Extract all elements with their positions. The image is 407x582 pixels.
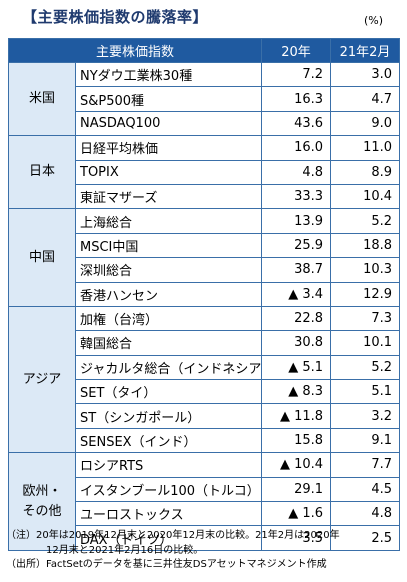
value-20y: ▲ 11.8 (261, 403, 332, 429)
value-20y: 16.0 (261, 135, 332, 161)
index-name: NASDAQ100 (74, 110, 263, 137)
value-21feb: 5.2 (330, 208, 401, 234)
table-row: 米国 NYダウ工業株30種 7.2 3.0 (8, 61, 401, 137)
index-name: ロシアRTS (74, 452, 263, 478)
index-name: ユーロストックス (74, 501, 263, 527)
table-row: イスタンブール100（トルコ） 29.1 4.5 (9, 476, 401, 503)
table-row: ST（シンガポール） ▲ 11.8 3.2 (9, 403, 401, 429)
unit-label: (%) (364, 14, 384, 27)
value-21feb: 4.7 (330, 86, 401, 112)
value-20y: 15.8 (261, 427, 332, 454)
table-row: 香港ハンセン ▲ 3.4 12.9 (9, 281, 401, 307)
index-name: SET（タイ） (74, 379, 263, 405)
table-row: DAX（ドイツ） 3.5 2.5 (9, 525, 401, 551)
index-name: NYダウ工業株30種 (74, 61, 263, 88)
table-row: TOPIX 4.8 8.9 (9, 159, 401, 185)
value-21feb: 12.9 (330, 281, 401, 307)
header-row: 主要株価指数 20年 21年2月 (7, 38, 401, 63)
value-21feb: 9.0 (330, 110, 401, 137)
table-title: 【主要株価指数の騰落率】 (22, 8, 209, 26)
value-21feb: 11.0 (330, 135, 401, 161)
value-20y: 22.8 (261, 305, 332, 332)
index-name: 上海総合 (74, 208, 263, 234)
table-row: 東証マザーズ 33.3 10.4 (9, 183, 401, 210)
value-20y: ▲ 5.1 (261, 354, 332, 381)
index-name: ジャカルタ総合（インドネシア） (74, 354, 263, 381)
index-name: SENSEX（インド） (74, 427, 263, 454)
region-label: 欧州・その他 (8, 452, 76, 551)
table-row: 日本 日経平均株価 16.0 11.0 (8, 135, 401, 210)
value-20y: 29.1 (261, 476, 332, 503)
value-20y: 3.5 (261, 525, 332, 551)
header-index: 主要株価指数 (7, 38, 263, 63)
region-label: 日本 (8, 135, 76, 210)
note-line-1: （注）20年は2019年12月末と2020年12月末の比較。21年2月は2020… (6, 530, 340, 541)
value-20y: ▲ 3.4 (261, 281, 332, 307)
index-name: 加権（台湾） (74, 305, 263, 332)
value-21feb: 3.0 (330, 61, 401, 88)
index-name: TOPIX (74, 159, 263, 185)
table-row: MSCI中国 25.9 18.8 (9, 232, 401, 259)
table-row: SET（タイ） ▲ 8.3 5.1 (9, 379, 401, 405)
region-label: 米国 (8, 61, 76, 137)
table-row: NASDAQ100 43.6 9.0 (9, 110, 401, 137)
index-name: 韓国総合 (74, 330, 263, 356)
note-line-3: （出所）FactSetのデータを基に三井住友DSアセットマネジメント作成 (6, 559, 327, 570)
value-21feb: 9.1 (330, 427, 401, 454)
value-21feb: 18.8 (330, 232, 401, 259)
footnotes: （注）20年は2019年12月末と2020年12月末の比較。21年2月は2020… (6, 529, 340, 573)
table-row: S&P500種 16.3 4.7 (9, 86, 401, 112)
table-row: SENSEX（インド） 15.8 9.1 (9, 427, 401, 454)
index-name: MSCI中国 (74, 232, 263, 259)
value-21feb: 7.7 (330, 452, 401, 478)
table-row: ジャカルタ総合（インドネシア） ▲ 5.1 5.2 (9, 354, 401, 381)
value-20y: 13.9 (261, 208, 332, 234)
value-20y: 30.8 (261, 330, 332, 356)
header-col1: 20年 (261, 38, 332, 63)
value-20y: 33.3 (261, 183, 332, 210)
index-name: 日経平均株価 (74, 135, 263, 161)
index-name: ST（シンガポール） (74, 403, 263, 429)
value-21feb: 2.5 (330, 525, 401, 551)
value-21feb: 5.1 (330, 379, 401, 405)
value-20y: 25.9 (261, 232, 332, 259)
value-21feb: 8.9 (330, 159, 401, 185)
note-line-2: 12月末と2021年2月16日の比較。 (46, 544, 204, 556)
value-21feb: 7.3 (330, 305, 401, 332)
value-21feb: 10.4 (330, 183, 401, 210)
value-20y: 16.3 (261, 86, 332, 112)
index-name: イスタンブール100（トルコ） (74, 476, 263, 503)
region-label: 中国 (8, 208, 76, 307)
value-21feb: 4.8 (330, 501, 401, 527)
value-21feb: 5.2 (330, 354, 401, 381)
value-20y: ▲ 10.4 (261, 452, 332, 478)
index-name: S&P500種 (74, 86, 263, 112)
table-row: 韓国総合 30.8 10.1 (9, 330, 401, 356)
value-21feb: 4.5 (330, 476, 401, 503)
header-col2: 21年2月 (330, 38, 401, 63)
value-21feb: 10.1 (330, 330, 401, 356)
index-name: 深圳総合 (74, 257, 263, 283)
value-20y: 4.8 (261, 159, 332, 185)
table-row: アジア 加権（台湾） 22.8 7.3 (8, 305, 401, 454)
value-20y: 7.2 (261, 61, 332, 88)
table-body: 米国 NYダウ工業株30種 7.2 3.0 S&P500種 16.3 4.7 NASDAQ10… (8, 61, 401, 551)
table-row: 欧州・その他 ロシアRTS ▲ 10.4 7.7 (8, 452, 401, 551)
table-row: ユーロストックス ▲ 1.6 4.8 (9, 501, 401, 527)
index-name: DAX（ドイツ） (74, 525, 263, 551)
index-name: 東証マザーズ (74, 183, 263, 210)
value-20y: 43.6 (261, 110, 332, 137)
index-name: 香港ハンセン (74, 281, 263, 307)
value-21feb: 10.3 (330, 257, 401, 283)
value-20y: 38.7 (261, 257, 332, 283)
table-row: 中国 上海総合 13.9 5.2 (8, 208, 401, 307)
table-row: 深圳総合 38.7 10.3 (9, 257, 401, 283)
value-20y: ▲ 8.3 (261, 379, 332, 405)
value-21feb: 3.2 (330, 403, 401, 429)
region-label: アジア (8, 305, 76, 454)
value-20y: ▲ 1.6 (261, 501, 332, 527)
index-table: 主要株価指数 20年 21年2月 米国 NYダウ工業株30種 7.2 3.0 S&P50… (7, 38, 401, 551)
